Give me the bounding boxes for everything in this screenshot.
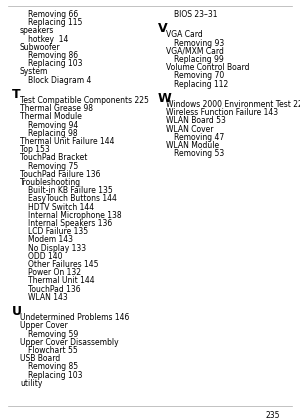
Text: WLAN Module: WLAN Module <box>166 141 219 150</box>
Text: Removing 93: Removing 93 <box>174 39 224 47</box>
Text: W: W <box>158 92 172 105</box>
Text: No Display 133: No Display 133 <box>28 244 86 252</box>
Text: Top 153: Top 153 <box>20 145 50 154</box>
Text: Volume Control Board: Volume Control Board <box>166 63 250 72</box>
Text: Removing 86: Removing 86 <box>28 51 78 60</box>
Text: Replacing 112: Replacing 112 <box>174 80 228 89</box>
Text: Troubleshooting: Troubleshooting <box>20 178 81 187</box>
Text: USB Board: USB Board <box>20 354 60 363</box>
Text: Flowchart 55: Flowchart 55 <box>28 346 78 355</box>
Text: ODD 140: ODD 140 <box>28 252 62 261</box>
Text: WLAN Cover: WLAN Cover <box>166 125 214 134</box>
Text: TouchPad Bracket: TouchPad Bracket <box>20 153 87 163</box>
Text: System: System <box>20 67 48 76</box>
Text: Removing 47: Removing 47 <box>174 133 224 142</box>
Text: Thermal Unit 144: Thermal Unit 144 <box>28 276 94 286</box>
Text: TouchPad 136: TouchPad 136 <box>28 285 81 294</box>
Text: Replacing 99: Replacing 99 <box>174 55 224 64</box>
Text: WLAN Board 53: WLAN Board 53 <box>166 116 226 126</box>
Text: Removing 66: Removing 66 <box>28 10 78 19</box>
Text: Removing 75: Removing 75 <box>28 162 78 171</box>
Text: Windows 2000 Environment Test 226: Windows 2000 Environment Test 226 <box>166 100 300 109</box>
Text: VGA/MXM Card: VGA/MXM Card <box>166 47 224 56</box>
Text: Internal Microphone 138: Internal Microphone 138 <box>28 211 122 220</box>
Text: T: T <box>12 88 21 101</box>
Text: Modem 143: Modem 143 <box>28 235 73 244</box>
Text: Replacing 103: Replacing 103 <box>28 59 82 68</box>
Text: Thermal Unit Failure 144: Thermal Unit Failure 144 <box>20 137 115 146</box>
Text: Replacing 115: Replacing 115 <box>28 18 82 27</box>
Text: Removing 53: Removing 53 <box>174 149 224 158</box>
Text: speakers: speakers <box>20 26 54 35</box>
Text: Built-in KB Failure 135: Built-in KB Failure 135 <box>28 186 113 195</box>
Text: HDTV Switch 144: HDTV Switch 144 <box>28 202 94 212</box>
Text: Upper Cover: Upper Cover <box>20 321 68 331</box>
Text: Other Failures 145: Other Failures 145 <box>28 260 98 269</box>
Text: Undetermined Problems 146: Undetermined Problems 146 <box>20 313 129 322</box>
Text: U: U <box>12 305 22 318</box>
Text: hotkey  14: hotkey 14 <box>28 34 68 44</box>
Text: EasyTouch Buttons 144: EasyTouch Buttons 144 <box>28 194 117 203</box>
Text: WLAN 143: WLAN 143 <box>28 293 68 302</box>
Text: Replacing 98: Replacing 98 <box>28 129 78 138</box>
Text: BIOS 23–31: BIOS 23–31 <box>174 10 218 19</box>
Text: Upper Cover Disassembly: Upper Cover Disassembly <box>20 338 118 347</box>
Text: Internal Speakers 136: Internal Speakers 136 <box>28 219 112 228</box>
Text: Thermal Module: Thermal Module <box>20 113 82 121</box>
Text: Removing 70: Removing 70 <box>174 71 224 80</box>
Text: Thermal Grease 98: Thermal Grease 98 <box>20 104 93 113</box>
Text: VGA Card: VGA Card <box>166 30 203 39</box>
Text: Removing 59: Removing 59 <box>28 330 78 339</box>
Text: utility: utility <box>20 379 42 388</box>
Text: Wireless Function Failure 143: Wireless Function Failure 143 <box>166 108 278 117</box>
Text: V: V <box>158 22 168 35</box>
Text: Test Compatible Components 225: Test Compatible Components 225 <box>20 96 149 105</box>
Text: Removing 85: Removing 85 <box>28 362 78 371</box>
Text: LCD Failure 135: LCD Failure 135 <box>28 227 88 236</box>
Text: TouchPad Failure 136: TouchPad Failure 136 <box>20 170 100 179</box>
Text: Power On 132: Power On 132 <box>28 268 81 277</box>
Text: Block Diagram 4: Block Diagram 4 <box>28 76 92 84</box>
Text: Subwoofer: Subwoofer <box>20 43 61 52</box>
Text: Removing 94: Removing 94 <box>28 121 78 130</box>
Text: Replacing 103: Replacing 103 <box>28 370 82 380</box>
Text: 235: 235 <box>265 411 280 420</box>
